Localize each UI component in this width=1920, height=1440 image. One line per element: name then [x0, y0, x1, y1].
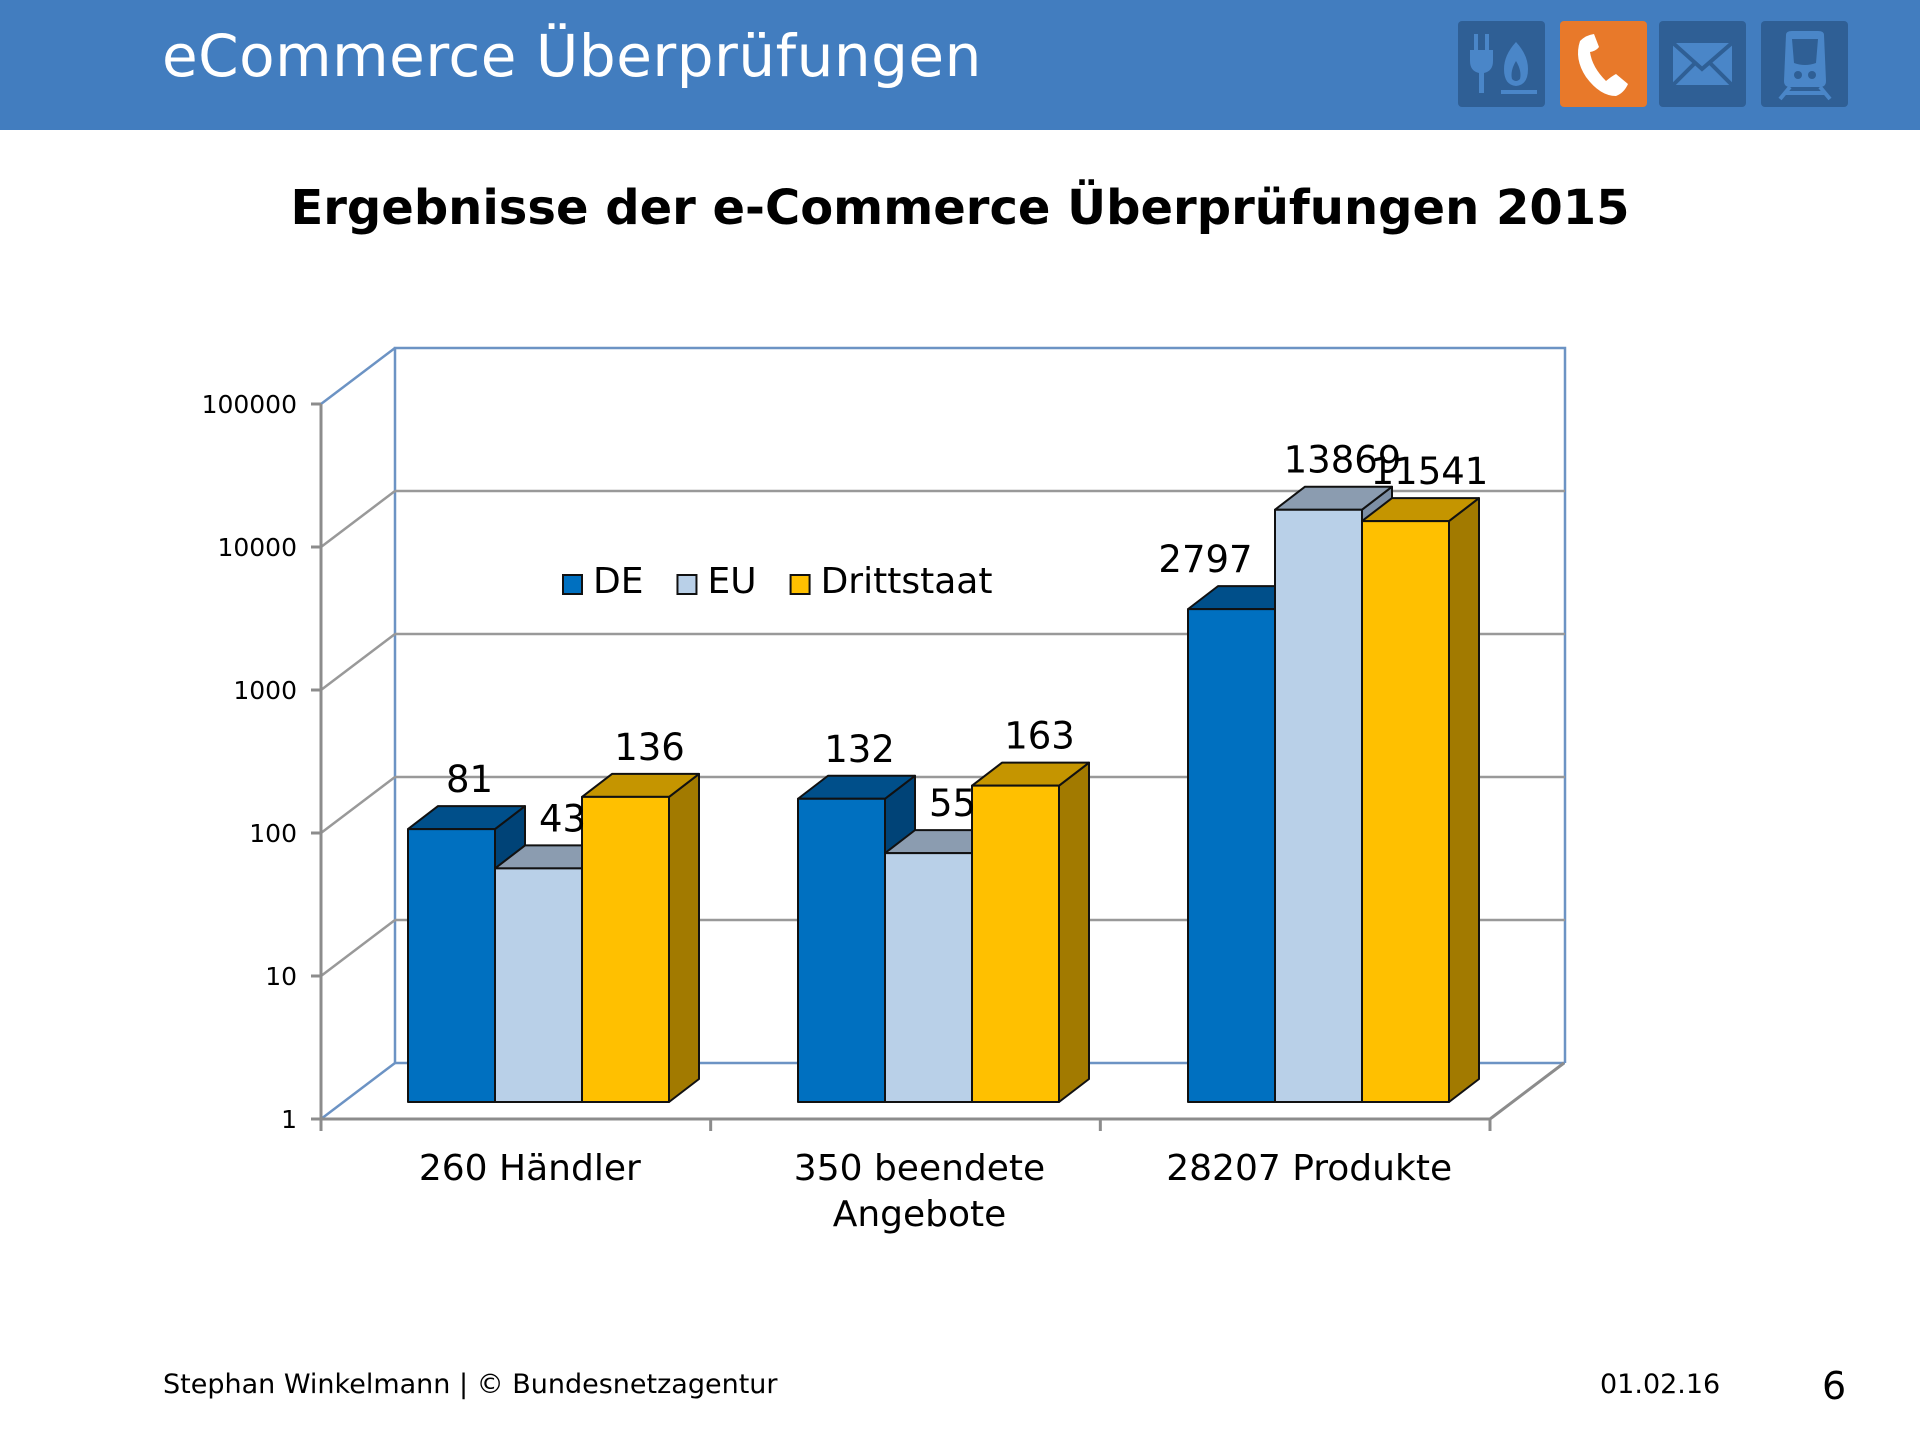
bar-de — [1187, 608, 1276, 1103]
telecom-nav-button[interactable] — [1560, 21, 1647, 107]
data-label: 2797 — [1158, 538, 1252, 581]
bar-side-drittstaat — [668, 772, 700, 1103]
y-tick-label: 10000 — [217, 533, 297, 562]
y-tick-label: 100 — [249, 819, 297, 848]
data-label: 13869 — [1284, 439, 1402, 482]
y-tick-label: 100000 — [202, 390, 297, 419]
chart-back-wall — [393, 346, 1567, 1063]
rail-nav-button[interactable] — [1761, 21, 1848, 107]
x-category-label: 350 beendete — [794, 1148, 1045, 1189]
legend-swatch — [676, 574, 698, 595]
y-tick-label: 1000 — [233, 676, 297, 705]
chart-title: Ergebnisse der e-Commerce Überprüfungen … — [290, 180, 1630, 236]
gridline-side — [320, 776, 396, 834]
y-tick-label: 1 — [281, 1105, 297, 1134]
gridline-side — [320, 490, 396, 548]
data-label: 132 — [824, 728, 895, 771]
floor-edge-right — [1489, 1061, 1565, 1121]
footer-date: 01.02.16 — [1600, 1369, 1721, 1400]
bar-de — [407, 828, 496, 1104]
footer-author: Stephan Winkelmann | © Bundesnetzagentur — [163, 1369, 778, 1400]
data-label: 163 — [1004, 715, 1075, 758]
header-bar: eCommerce Überprüfungen — [0, 0, 1920, 130]
plug-flame-icon — [1470, 34, 1537, 94]
bar-side-drittstaat — [1448, 497, 1480, 1103]
data-label: 55 — [929, 782, 976, 825]
data-label: 43 — [539, 797, 586, 840]
legend-swatch — [789, 574, 811, 595]
x-category-label: 28207 Produkte — [1166, 1148, 1452, 1189]
bar-chart-3d: 1 10 100 1000 10000 100000 260 Händler 350 been… — [202, 346, 1567, 1235]
bar-drittstaat — [971, 784, 1060, 1103]
page-number: 6 — [1822, 1364, 1847, 1408]
bar-drittstaat — [1361, 520, 1450, 1103]
bar-eu — [884, 852, 973, 1103]
legend-label: Drittstaat — [821, 561, 993, 602]
phone-icon — [1577, 34, 1628, 96]
legend-label: DE — [593, 561, 643, 602]
data-label: 11541 — [1371, 450, 1489, 493]
mail-icon — [1671, 41, 1734, 87]
floor-edge-left — [320, 1062, 396, 1120]
gridline-side — [320, 633, 396, 691]
wall-edge-top — [320, 347, 396, 405]
legend-label: EU — [707, 561, 756, 602]
bar-side-drittstaat — [1058, 761, 1090, 1103]
gridline-side — [320, 919, 396, 977]
train-icon — [1777, 31, 1832, 101]
page-title: eCommerce Überprüfungen — [162, 22, 982, 90]
post-nav-button[interactable] — [1659, 21, 1746, 107]
x-category-label: Angebote — [833, 1194, 1007, 1235]
legend-swatch — [562, 574, 583, 595]
y-tick-label: 10 — [265, 962, 297, 991]
data-label: 81 — [446, 758, 493, 801]
bar-de — [797, 797, 886, 1103]
data-label: 136 — [614, 726, 685, 769]
energy-nav-button[interactable] — [1458, 21, 1545, 107]
x-category-label: 260 Händler — [419, 1148, 641, 1189]
bar-drittstaat — [581, 795, 670, 1103]
bar-eu — [494, 867, 583, 1103]
bar-eu — [1274, 508, 1363, 1103]
